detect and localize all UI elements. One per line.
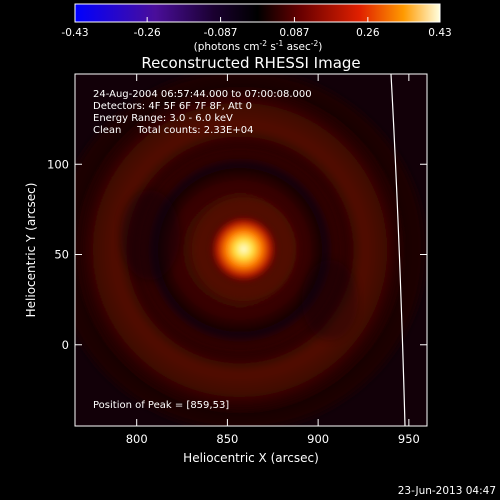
solar-limb <box>390 74 406 426</box>
observation-annotations: 24-Aug-2004 06:57:44.000 to 07:00:08.000… <box>93 89 312 411</box>
colorbar-gradient <box>74 3 441 23</box>
clean-counts-text: Clean Total counts: 2.33E+04 <box>93 125 253 136</box>
y-axis-ticks: 0 50 100 <box>47 157 427 352</box>
x-tick-label: 900 <box>307 432 329 446</box>
y-tick-label: 100 <box>47 157 69 171</box>
y-tick-label: 0 <box>62 338 69 352</box>
x-tick-label: 800 <box>126 432 148 446</box>
colorbar: -0.43 -0.26 -0.087 0.087 0.26 0.43 (photons c… <box>61 3 452 53</box>
colorbar-tick-label: 0.43 <box>428 27 451 39</box>
flare-core <box>207 213 280 286</box>
render-timestamp: 23-Jun-2013 04:47 <box>398 485 496 497</box>
plot-frame <box>74 73 428 427</box>
colorbar-unit-label: (photons cm-2 s-1 asec-2) <box>194 39 323 53</box>
peak-position-text: Position of Peak = [859,53] <box>93 400 229 411</box>
image-area <box>75 74 427 426</box>
axes: 800 850 900 950 0 50 100 Heliocentric X (arcs… <box>24 73 428 465</box>
x-tick-label: 950 <box>398 432 420 446</box>
colorbar-tick-label: 0.26 <box>356 27 380 39</box>
colorbar-tick-label: -0.43 <box>61 27 88 39</box>
detectors-text: Detectors: 4F 5F 6F 7F 8F, Att 0 <box>93 101 252 112</box>
dark-patch <box>120 190 180 280</box>
time-range-text: 24-Aug-2004 06:57:44.000 to 07:00:08.000 <box>93 89 312 100</box>
dark-patch <box>302 260 358 340</box>
x-axis-label: Heliocentric X (arcsec) <box>183 451 319 465</box>
colorbar-ticks: -0.43 -0.26 -0.087 0.087 0.26 0.43 <box>61 17 452 39</box>
colorbar-tick-label: 0.087 <box>279 27 309 39</box>
y-tick-label: 50 <box>54 248 69 262</box>
flare-source <box>191 197 296 302</box>
colorbar-tick-label: -0.26 <box>134 27 161 39</box>
colorbar-tick-label: -0.087 <box>204 27 238 39</box>
x-axis-ticks: 800 850 900 950 <box>126 74 420 446</box>
energy-range-text: Energy Range: 3.0 - 6.0 keV <box>93 113 233 124</box>
x-tick-label: 850 <box>216 432 238 446</box>
chart-title: Reconstructed RHESSI Image <box>141 54 360 72</box>
y-axis-label: Heliocentric Y (arcsec) <box>24 183 38 318</box>
